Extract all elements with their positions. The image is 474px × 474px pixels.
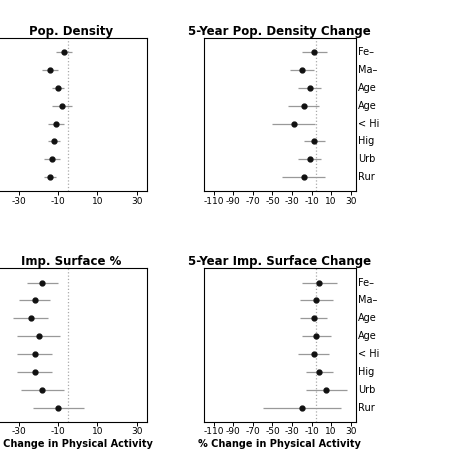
Title: 5-Year Pop. Density Change: 5-Year Pop. Density Change <box>189 25 371 38</box>
Text: Hig: Hig <box>358 367 374 377</box>
Title: Imp. Surface %: Imp. Surface % <box>21 255 121 268</box>
Text: Ma–: Ma– <box>358 295 377 305</box>
Text: Age: Age <box>358 101 376 111</box>
Text: < Hi: < Hi <box>358 349 379 359</box>
Text: Ma–: Ma– <box>358 65 377 75</box>
X-axis label: % Change in Physical Activity: % Change in Physical Activity <box>199 439 361 449</box>
Text: Fe–: Fe– <box>358 278 374 288</box>
Text: Age: Age <box>358 313 376 323</box>
Text: Hig: Hig <box>358 137 374 146</box>
Title: Pop. Density: Pop. Density <box>29 25 113 38</box>
Text: Age: Age <box>358 331 376 341</box>
Text: Age: Age <box>358 83 376 93</box>
Title: 5-Year Imp. Surface Change: 5-Year Imp. Surface Change <box>188 255 372 268</box>
Text: Fe–: Fe– <box>358 47 374 57</box>
X-axis label: % Change in Physical Activity: % Change in Physical Activity <box>0 439 152 449</box>
Text: Urb: Urb <box>358 385 375 395</box>
Text: Urb: Urb <box>358 155 375 164</box>
Text: Rur: Rur <box>358 172 374 182</box>
Text: Rur: Rur <box>358 402 374 412</box>
Text: < Hi: < Hi <box>358 118 379 128</box>
